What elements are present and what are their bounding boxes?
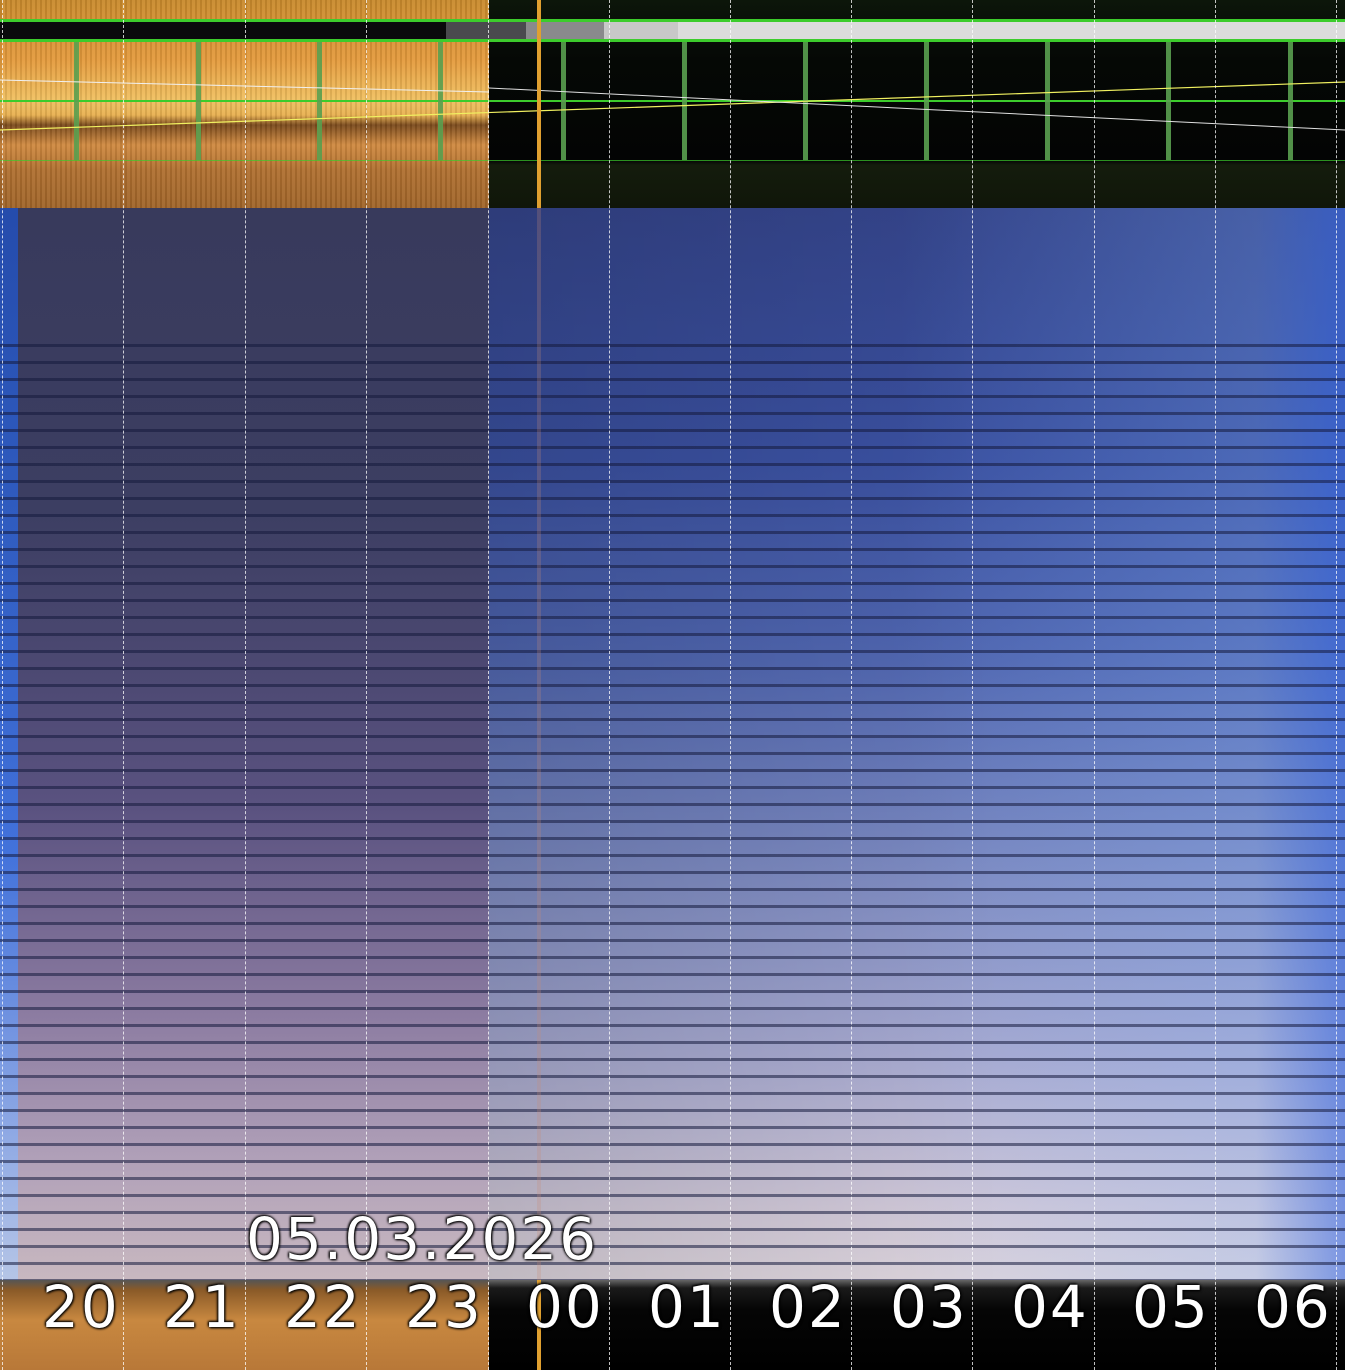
brightness-bar-light bbox=[678, 22, 1345, 39]
green-tick bbox=[561, 42, 566, 160]
green-tick bbox=[438, 42, 443, 160]
green-line bbox=[0, 39, 1345, 42]
hour-label: 22 bbox=[284, 1273, 362, 1341]
hour-label: 21 bbox=[163, 1273, 241, 1341]
orange-marker bbox=[537, 208, 541, 1280]
hour-gridline bbox=[851, 0, 852, 1370]
orange-marker bbox=[537, 1280, 541, 1370]
hour-gridline bbox=[123, 0, 124, 1370]
green-tick bbox=[74, 42, 79, 160]
brightness-bar-segment bbox=[446, 22, 526, 39]
hour-label: 01 bbox=[648, 1273, 726, 1341]
brightness-bar-segment bbox=[526, 22, 604, 39]
hour-label: 20 bbox=[42, 1273, 120, 1341]
green-line bbox=[0, 100, 1345, 102]
brightness-bar-segment bbox=[604, 22, 678, 39]
hour-gridline bbox=[366, 0, 367, 1370]
hour-label: 05 bbox=[1132, 1273, 1210, 1341]
date-label: 05.03.2026 bbox=[246, 1205, 599, 1273]
orange-marker bbox=[537, 0, 541, 208]
hour-label: 00 bbox=[526, 1273, 604, 1341]
hour-gridline bbox=[245, 0, 246, 1370]
hour-label: 02 bbox=[769, 1273, 847, 1341]
horizontal-streaks bbox=[0, 330, 1345, 1280]
hour-gridline bbox=[1336, 0, 1337, 1370]
hour-gridline bbox=[488, 0, 489, 1370]
hour-label: 03 bbox=[890, 1273, 968, 1341]
yellow-trend-line bbox=[0, 81, 1345, 131]
green-tick bbox=[1166, 42, 1171, 160]
green-tick bbox=[1045, 42, 1050, 160]
hour-gridline bbox=[609, 0, 610, 1370]
trend-lines bbox=[0, 79, 1345, 131]
hour-gridline bbox=[1094, 0, 1095, 1370]
bottom-night-band bbox=[489, 1280, 1345, 1370]
brightness-bar-dark bbox=[0, 22, 446, 39]
green-line bbox=[0, 19, 1345, 22]
green-line bbox=[0, 160, 1345, 161]
hour-gridline bbox=[972, 0, 973, 1370]
hour-label: 06 bbox=[1254, 1273, 1332, 1341]
green-tick bbox=[317, 42, 322, 160]
hour-gridline bbox=[2, 0, 3, 1370]
bottom-day-band bbox=[0, 1280, 489, 1370]
green-tick bbox=[1288, 42, 1293, 160]
hour-label: 23 bbox=[405, 1273, 483, 1341]
white-trend-line bbox=[0, 79, 490, 93]
hour-gridline bbox=[730, 0, 731, 1370]
green-tick bbox=[682, 42, 687, 160]
green-tick bbox=[196, 42, 201, 160]
green-tick bbox=[924, 42, 929, 160]
white-trend-line bbox=[488, 87, 1345, 131]
hour-label: 04 bbox=[1011, 1273, 1089, 1341]
hour-gridline bbox=[1215, 0, 1216, 1370]
